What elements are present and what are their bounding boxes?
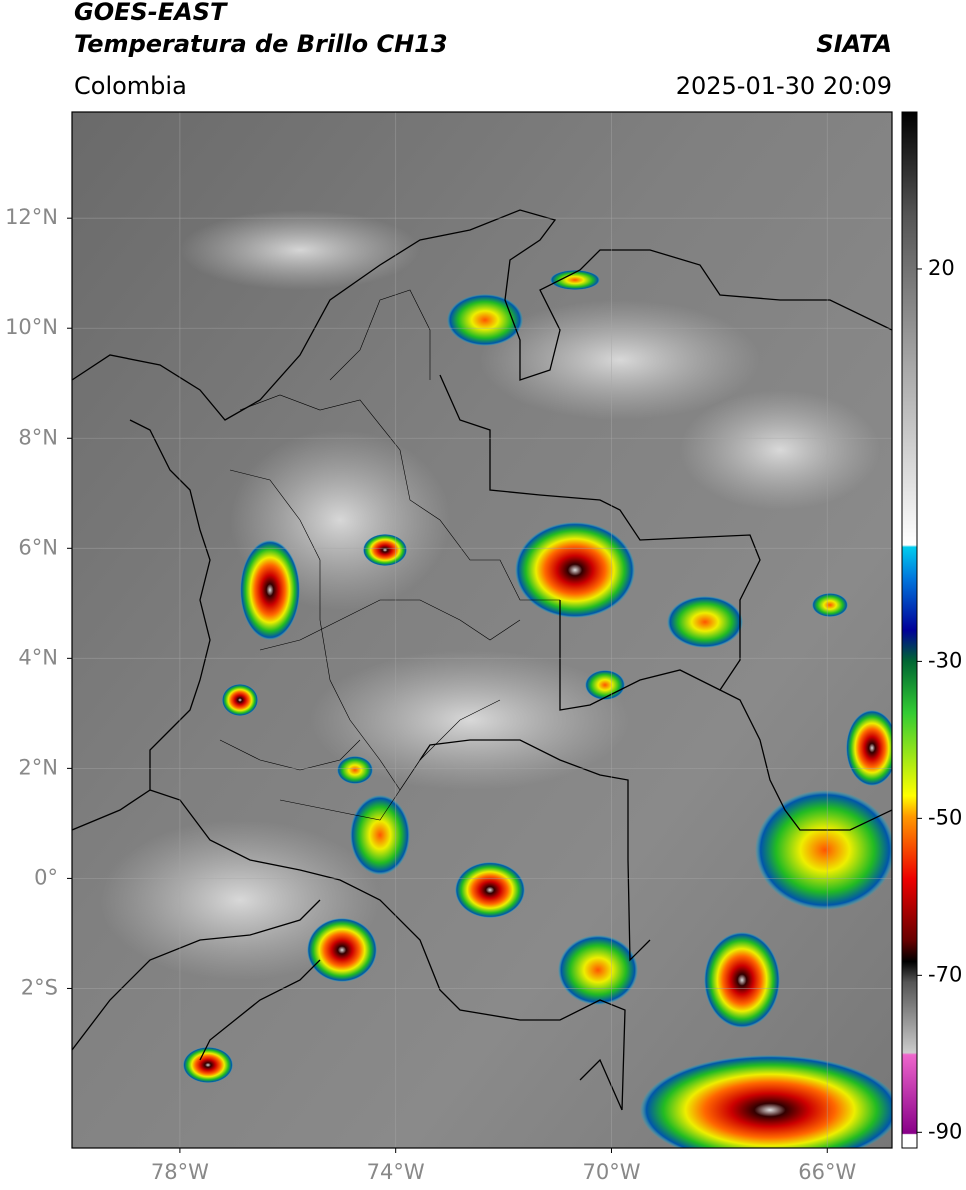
datetime: 2025-01-30 20:09 <box>676 72 892 100</box>
title: GOES-EAST <box>74 0 228 26</box>
colorbar <box>901 111 918 1149</box>
subtitle: Temperatura de Brillo CH13 <box>74 30 448 58</box>
region: Colombia <box>74 72 187 100</box>
lon-tick-label: 74°W <box>367 1160 425 1184</box>
grid <box>72 112 892 1148</box>
lat-tick-label: 12°N <box>5 205 58 229</box>
colorbar-tick-label: -30 <box>928 648 962 672</box>
colorbar-tick-label: -70 <box>928 962 962 986</box>
colorbar-tick-label: 20 <box>928 256 955 280</box>
lon-tick-label: 78°W <box>151 1160 209 1184</box>
lon-tick-label: 70°W <box>582 1160 640 1184</box>
colorbar-tick-label: -50 <box>928 805 962 829</box>
map-image <box>72 112 892 1148</box>
lat-tick-label: 4°N <box>18 645 58 669</box>
source: SIATA <box>816 30 892 58</box>
lat-tick-label: 10°N <box>5 315 58 339</box>
colorbar-tick-label: -90 <box>928 1119 962 1143</box>
lon-tick-label: 66°W <box>798 1160 856 1184</box>
lat-tick-label: 0° <box>34 865 58 889</box>
map-frame <box>71 111 893 1149</box>
lat-tick-label: 6°N <box>18 535 58 559</box>
lat-tick-label: 2°S <box>21 975 58 999</box>
lat-tick-label: 8°N <box>18 425 58 449</box>
lat-tick-label: 2°N <box>18 755 58 779</box>
